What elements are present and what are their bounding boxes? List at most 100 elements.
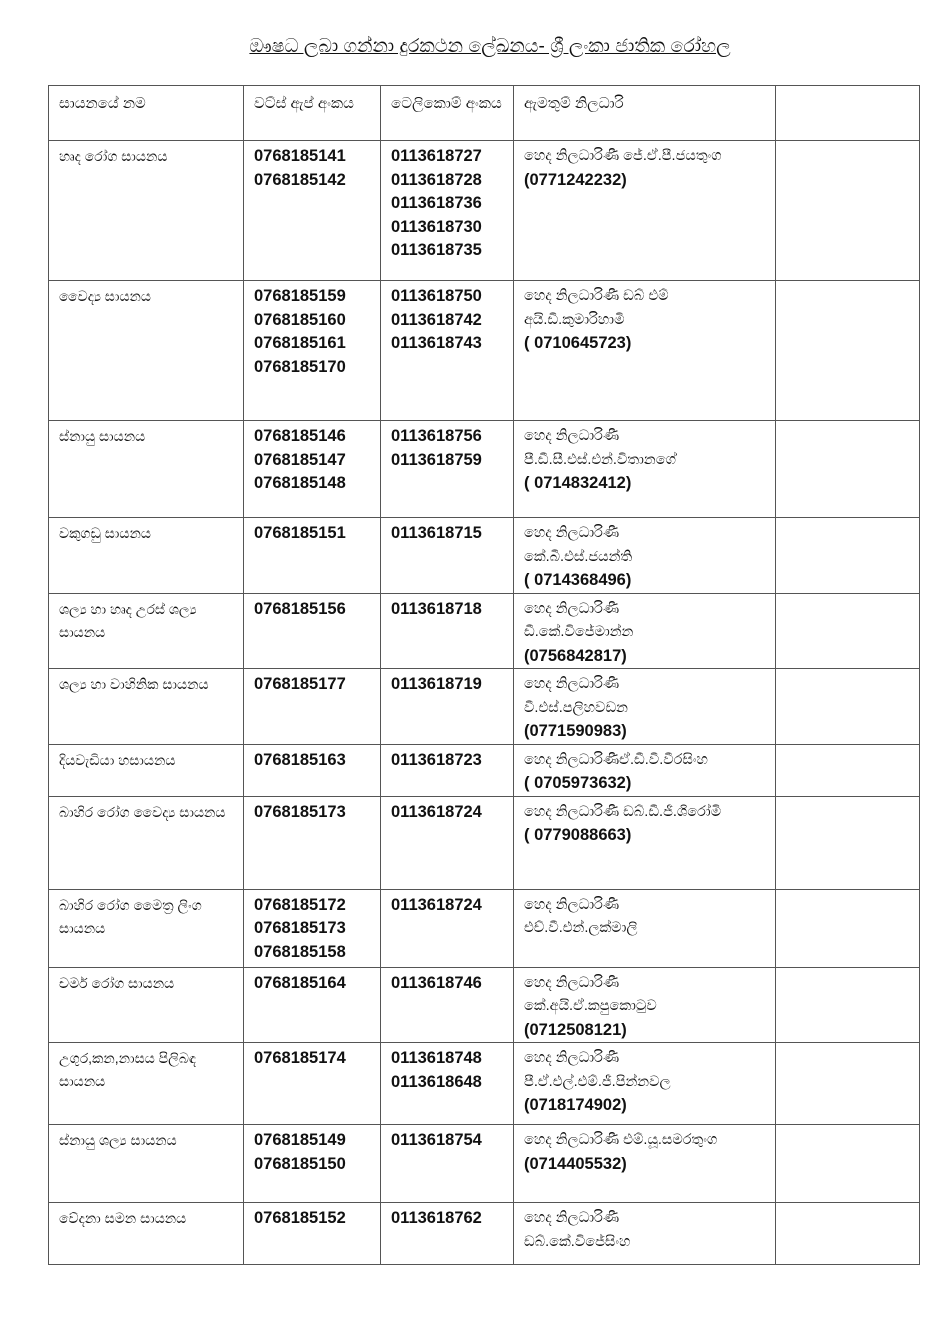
clinic-name: උගුර,කන,නාසය පිලිබඳ සායනය bbox=[48, 1042, 244, 1125]
officer-name: හෙද නිලධාරිණී bbox=[524, 974, 620, 991]
clinic-name: ස්නායු සායනය bbox=[48, 420, 244, 518]
officer-name: හෙද නිලධාරිණී එම්.යූ.සමරතුංග bbox=[524, 1132, 718, 1148]
whatsapp-number: 0768185173 bbox=[254, 802, 346, 821]
officer-phone: (0712508121) bbox=[524, 1020, 627, 1039]
telecom-number: 0113618759 bbox=[391, 450, 482, 469]
table-row: ශල්‍ය හා වාහිනික සායනය 0768185177 01136187… bbox=[48, 668, 920, 745]
telecom-cell: 0113618762 bbox=[380, 1202, 514, 1265]
telecom-number: 0113618750 bbox=[391, 287, 482, 305]
whatsapp-cell: 0768185173 bbox=[243, 795, 381, 890]
officer-phone: (0756842817) bbox=[524, 646, 627, 665]
table-header-row: සායනයේ නම වට්ස් ඇප් අංකය ටෙලිකොම් අංකය ඇ… bbox=[48, 85, 920, 141]
whatsapp-cell: 0768185141 0768185142 bbox=[243, 140, 381, 281]
whatsapp-cell: 0768185152 bbox=[243, 1202, 381, 1265]
whatsapp-number: 0768185152 bbox=[254, 1209, 346, 1227]
officer-name: හෙද නිලධාරිණී bbox=[524, 896, 620, 913]
table-row: හෘද රෝග සායනය 0768185141 0768185142 0113618… bbox=[48, 140, 920, 281]
clinic-name: ශල්‍ය හා වාහිනික සායනය bbox=[48, 668, 244, 745]
officer-name: හෙද නිලධාරිණී ඩබ්.ඩී.ජී.ශිරෝමි bbox=[524, 803, 722, 820]
table-row: වේදනා සමන සායනය 0768185152 0113618762 හෙද න… bbox=[48, 1202, 920, 1265]
officer-name: පී.ඒ.එල්.එම්.ජී.පින්නවල bbox=[524, 1073, 671, 1090]
officer-phone: (0718174902) bbox=[524, 1096, 627, 1114]
officer-name: හෙද නිලධාරිණී bbox=[524, 1050, 620, 1066]
whatsapp-cell: 0768185172 0768185173 0768185158 bbox=[243, 888, 381, 968]
clinic-name: හෘද රෝග සායනය bbox=[48, 140, 244, 281]
telecom-number: 0113618648 bbox=[391, 1072, 482, 1091]
officer-name: හෙද නිලධාරිණී bbox=[524, 676, 620, 692]
officer-name: හෙද නිලධාරිණී bbox=[524, 525, 620, 541]
officer-cell: හෙද නිලධාරිණී කේ.බී.එස්.ජයන්ති ( 071436849… bbox=[513, 517, 776, 594]
blank-cell bbox=[775, 280, 920, 421]
whatsapp-number: 0768185164 bbox=[254, 973, 346, 992]
header-contact-officer: ඇමතුම් නිලධාරි bbox=[513, 85, 776, 141]
blank-cell bbox=[775, 1202, 920, 1265]
header-blank bbox=[775, 85, 920, 141]
blank-cell bbox=[775, 743, 920, 797]
officer-cell: හෙද නිලධාරිණී එම්.යූ.සමරතුංග (0714405532) bbox=[513, 1124, 776, 1203]
whatsapp-number: 0768185177 bbox=[254, 675, 346, 693]
header-telecom-number: ටෙලිකොම් අංකය bbox=[380, 85, 514, 141]
telecom-number: 0113618742 bbox=[391, 310, 482, 329]
telecom-number: 0113618724 bbox=[391, 895, 482, 914]
table-row: බාහිර රෝග වෛද්‍ය සායනය 0768185173 01136187… bbox=[48, 795, 920, 890]
whatsapp-number: 0768185160 bbox=[254, 310, 346, 329]
clinic-name: බාහිර රෝග මෛත්‍ර ලිංග සායනය bbox=[48, 888, 244, 968]
officer-name: හෙද නිලධාරිණී ඩබ් එම් bbox=[524, 288, 669, 304]
table-row: දියවැඩියා හසායනය 0768185163 0113618723 හෙද … bbox=[48, 743, 920, 797]
officer-phone: ( 0710645723) bbox=[524, 334, 632, 352]
officer-name: පී.ඩී.සී.එස්.එන්.විතානගේ bbox=[524, 451, 676, 468]
blank-cell bbox=[775, 592, 920, 669]
whatsapp-number: 0768185156 bbox=[254, 599, 346, 618]
blank-cell bbox=[775, 795, 920, 890]
whatsapp-number: 0768185170 bbox=[254, 357, 346, 376]
telecom-number: 0113618756 bbox=[391, 427, 482, 445]
telecom-number: 0113618748 bbox=[391, 1049, 482, 1067]
telecom-number: 0113618754 bbox=[391, 1131, 482, 1149]
blank-cell bbox=[775, 1042, 920, 1125]
telecom-cell: 0113618754 bbox=[380, 1124, 514, 1203]
telecom-number: 0113618715 bbox=[391, 524, 482, 542]
telecom-number: 0113618746 bbox=[391, 973, 482, 992]
telecom-number: 0113618719 bbox=[391, 675, 482, 693]
officer-cell: හෙද නිලධාරිණී ජේ.ඒ.පී.ජයතුංග (0771242232) bbox=[513, 140, 776, 281]
officer-cell: හෙද නිලධාරිණී පී.ඒ.එල්.එම්.ජී.පින්නවල (071… bbox=[513, 1042, 776, 1125]
officer-name: කේ.බී.එස්.ජයන්ති bbox=[524, 548, 633, 565]
whatsapp-cell: 0768185159 0768185160 0768185161 0768185170 bbox=[243, 280, 381, 421]
blank-cell bbox=[775, 888, 920, 968]
blank-cell bbox=[775, 420, 920, 518]
officer-cell: හෙද නිලධාරිණීඒ.ඩී.වී.වීරසිංහ ( 0705973632… bbox=[513, 743, 776, 797]
contact-table: සායනයේ නම වට්ස් ඇප් අංකය ටෙලිකොම් අංකය ඇ… bbox=[48, 85, 920, 1265]
table-row: උගුර,කන,නාසය පිලිබඳ සායනය 0768185174 01136… bbox=[48, 1042, 920, 1125]
blank-cell bbox=[775, 140, 920, 281]
whatsapp-number: 0768185146 bbox=[254, 427, 346, 445]
telecom-cell: 0113618746 bbox=[380, 966, 514, 1043]
blank-cell bbox=[775, 966, 920, 1043]
table-row: වෛද්‍ය සායනය 0768185159 0768185160 07681851… bbox=[48, 280, 920, 421]
telecom-cell: 0113618723 bbox=[380, 743, 514, 797]
header-whatsapp-number: වට්ස් ඇප් අංකය bbox=[243, 85, 381, 141]
officer-name: හෙද නිලධාරිණී bbox=[524, 428, 620, 444]
clinic-name: වෛද්‍ය සායනය bbox=[48, 280, 244, 421]
officer-name: වී.එස්.පලිහවඩන bbox=[524, 699, 628, 716]
officer-name: ඩී.කේ.විජේමාන්න bbox=[524, 624, 634, 640]
whatsapp-cell: 0768185174 bbox=[243, 1042, 381, 1125]
clinic-name: චර්ම රෝග සායනය bbox=[48, 966, 244, 1043]
telecom-number: 0113618728 bbox=[391, 170, 482, 189]
telecom-number: 0113618724 bbox=[391, 802, 482, 821]
whatsapp-cell: 0768185156 bbox=[243, 592, 381, 669]
officer-phone: ( 0705973632) bbox=[524, 774, 632, 792]
table-row: ශල්‍ය හා හෘද උරස් ශල්‍ය සායනය 0768185156 0… bbox=[48, 592, 920, 669]
whatsapp-number: 0768185150 bbox=[254, 1154, 346, 1173]
whatsapp-number: 0768185149 bbox=[254, 1131, 346, 1149]
whatsapp-number: 0768185159 bbox=[254, 287, 346, 305]
telecom-cell: 0113618719 bbox=[380, 668, 514, 745]
whatsapp-number: 0768185141 bbox=[254, 147, 346, 165]
telecom-cell: 0113618715 bbox=[380, 517, 514, 594]
telecom-number: 0113618727 bbox=[391, 147, 482, 165]
officer-phone: (0714405532) bbox=[524, 1154, 627, 1173]
table-row: ස්නායු සායනය 0768185146 0768185147 07681851… bbox=[48, 420, 920, 518]
clinic-name: දියවැඩියා හසායනය bbox=[48, 743, 244, 797]
table-row: වකුගඩු සායනය 0768185151 0113618715 හෙද නිලධ… bbox=[48, 517, 920, 594]
whatsapp-number: 0768185173 bbox=[254, 919, 346, 937]
officer-name: අයි.ඩී.කුමාරිහාමි bbox=[524, 311, 625, 328]
